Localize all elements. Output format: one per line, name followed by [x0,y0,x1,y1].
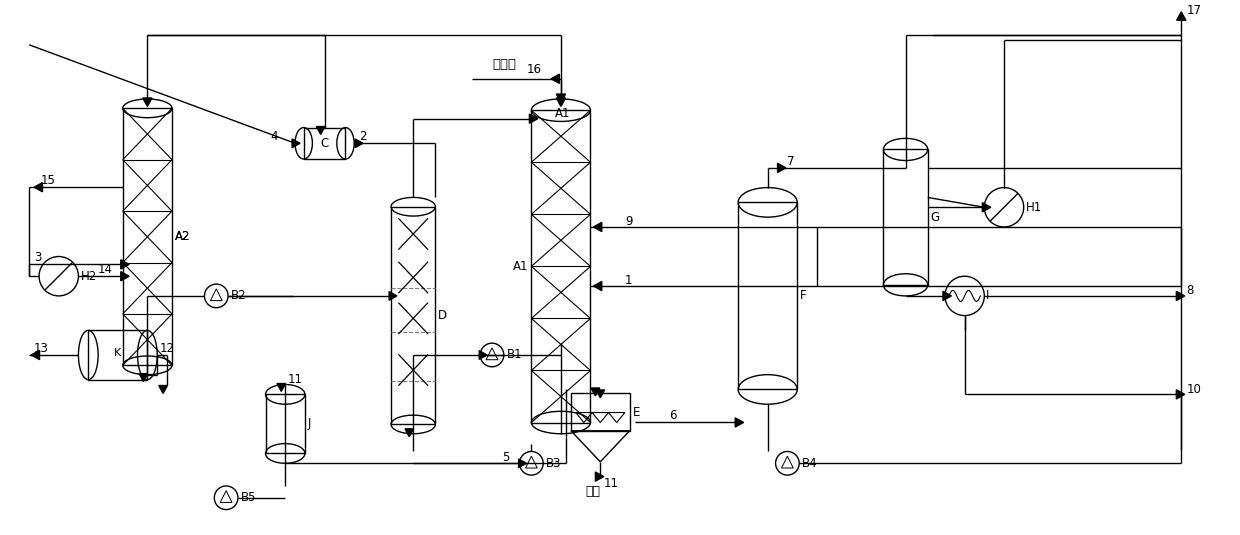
Text: B4: B4 [802,457,818,470]
Text: 11: 11 [604,477,619,490]
Text: H1: H1 [1025,201,1042,214]
Text: A1: A1 [556,107,570,120]
Text: 15: 15 [41,174,56,187]
Text: 9: 9 [625,215,632,227]
Polygon shape [557,98,565,106]
Text: B3: B3 [546,457,562,470]
Text: I: I [986,289,990,302]
Polygon shape [1177,291,1184,301]
Text: B5: B5 [241,491,257,505]
Text: 11: 11 [288,373,303,386]
Polygon shape [479,350,487,360]
Text: 3: 3 [35,251,41,264]
Bar [123,108,172,365]
Polygon shape [120,260,129,269]
Text: A1: A1 [513,260,528,273]
Polygon shape [316,127,325,134]
Polygon shape [557,94,565,102]
Polygon shape [35,182,42,192]
Bar [304,127,346,159]
Polygon shape [735,418,744,427]
Polygon shape [139,373,148,381]
Text: E: E [632,406,640,419]
Text: K: K [114,348,122,358]
Bar [391,207,435,424]
Text: A2: A2 [175,231,191,243]
Polygon shape [595,472,604,481]
Polygon shape [1177,12,1185,20]
Polygon shape [389,292,397,300]
Text: B2: B2 [231,289,247,302]
Text: 17: 17 [1187,4,1202,17]
Polygon shape [159,386,167,393]
Bar [738,202,797,389]
Text: B1: B1 [507,348,522,362]
Polygon shape [942,291,951,301]
Polygon shape [594,223,601,232]
Bar [532,110,590,423]
Text: 8: 8 [1187,285,1194,297]
Text: 12: 12 [159,341,174,355]
Text: 6: 6 [670,409,677,422]
Text: 13: 13 [35,341,50,355]
Polygon shape [31,350,40,360]
Polygon shape [120,272,129,281]
Text: A2: A2 [175,231,191,243]
Text: 10: 10 [1187,383,1202,396]
Text: 硫磺: 硫磺 [585,485,600,498]
Bar [265,394,305,454]
Text: G: G [931,211,940,224]
Text: 7: 7 [787,155,795,167]
Text: 14: 14 [98,263,113,276]
Bar [570,393,630,431]
Text: 2: 2 [360,130,367,143]
Polygon shape [596,390,605,398]
Text: H2: H2 [81,270,97,282]
Polygon shape [1177,390,1184,399]
Text: 16: 16 [527,63,542,76]
Polygon shape [594,281,601,291]
Text: D: D [438,309,448,322]
Text: 5: 5 [502,451,510,464]
Text: 4: 4 [270,130,278,143]
Polygon shape [355,139,363,148]
Polygon shape [143,98,153,106]
Text: J: J [308,417,311,431]
Text: F: F [800,289,807,302]
Polygon shape [982,203,991,212]
Bar [88,331,148,380]
Polygon shape [529,114,538,123]
Bar [883,149,928,285]
Text: 脱硫气: 脱硫气 [492,58,516,71]
Polygon shape [591,388,600,396]
Polygon shape [551,74,559,83]
Polygon shape [777,163,786,172]
Text: 1: 1 [625,273,632,287]
Polygon shape [293,139,300,148]
Text: C: C [320,137,329,150]
Polygon shape [277,384,285,392]
Polygon shape [405,429,414,437]
Polygon shape [518,459,527,468]
